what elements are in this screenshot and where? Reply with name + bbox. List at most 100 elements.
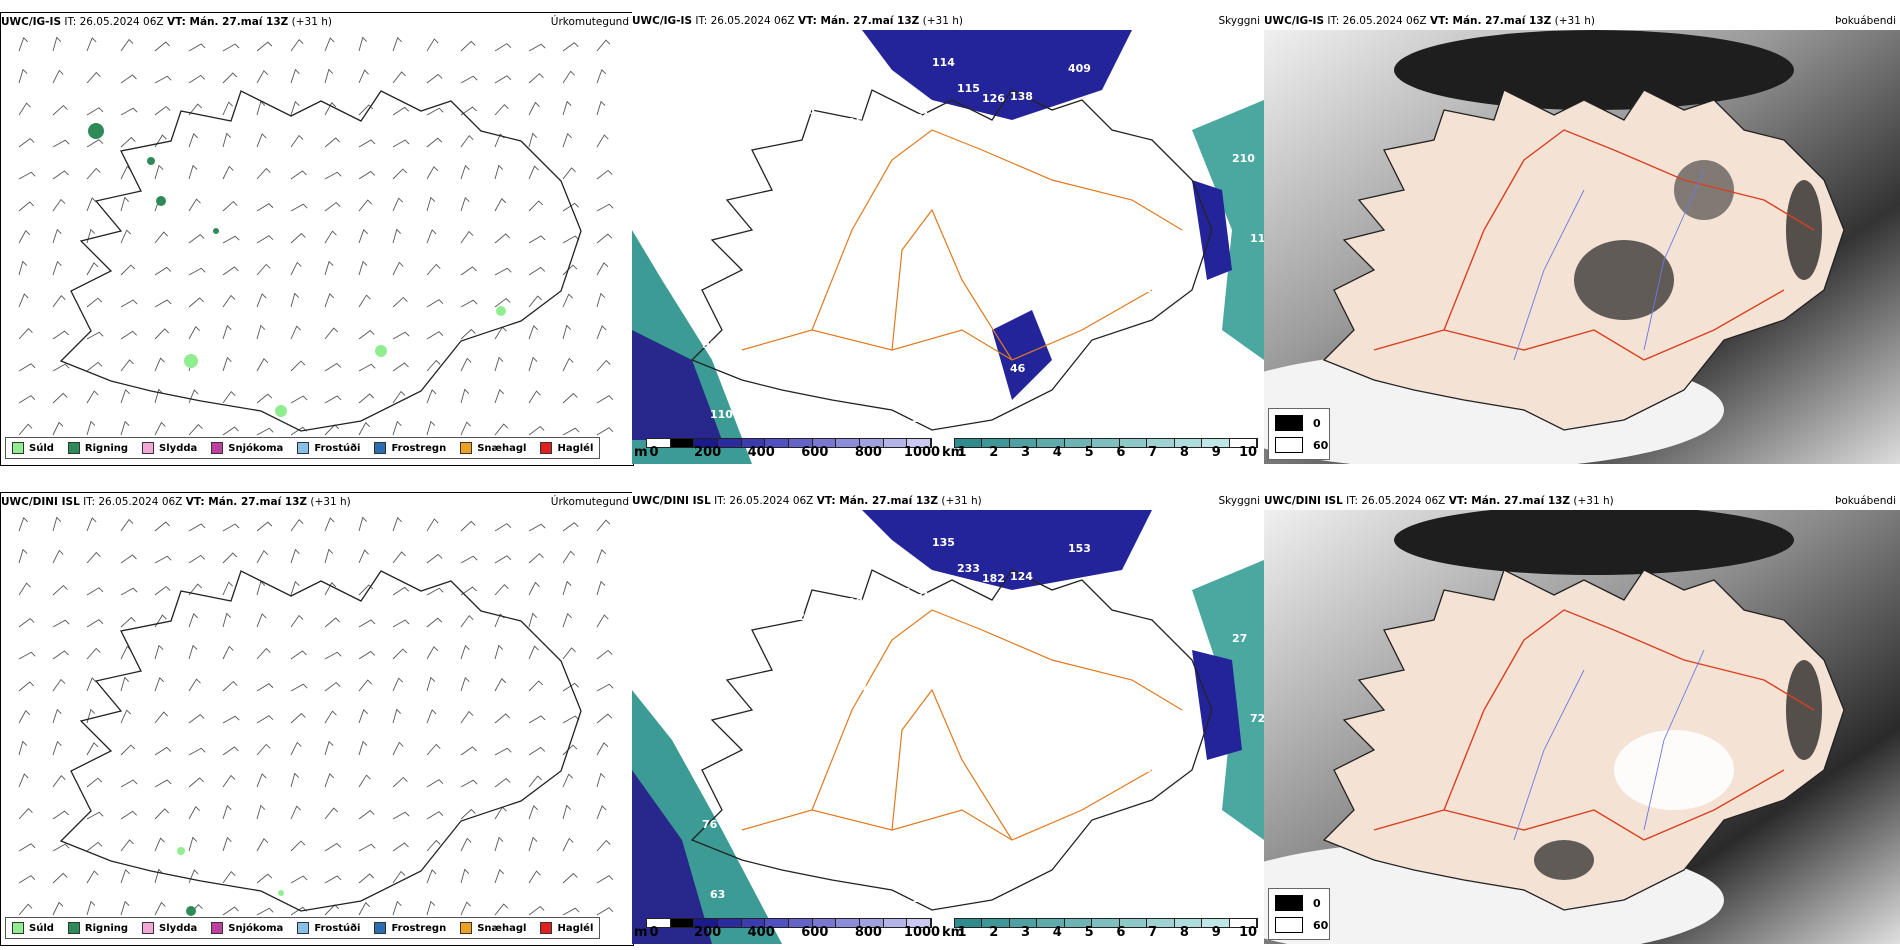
fog-index-map[interactable] bbox=[1264, 510, 1900, 944]
panel-type: Skyggni bbox=[1218, 15, 1261, 27]
wind-barb bbox=[562, 837, 574, 852]
wind-barb bbox=[188, 74, 206, 84]
height-label: 154 bbox=[888, 586, 911, 599]
height-label: 115 bbox=[957, 82, 980, 95]
height-label: 30 bbox=[912, 412, 928, 425]
iceland-coastline bbox=[59, 570, 582, 912]
wind-barb bbox=[18, 516, 29, 532]
height-label: 182 bbox=[982, 572, 1005, 585]
height-label: 61 bbox=[807, 370, 822, 383]
wind-barb bbox=[528, 645, 539, 660]
visibility-map[interactable]: 191 95 103 116 172 114 115 126 138 409 231 150 95 102… bbox=[632, 30, 1264, 464]
wind-barb bbox=[562, 580, 572, 596]
precip-map[interactable] bbox=[1, 31, 633, 465]
legend-swatch bbox=[460, 442, 473, 454]
precip-map[interactable] bbox=[1, 511, 633, 945]
wind-barb bbox=[290, 805, 302, 820]
wind-barb bbox=[154, 677, 165, 692]
height-label: 110 bbox=[710, 408, 733, 421]
height-label: 247 bbox=[822, 842, 845, 855]
wind-barb bbox=[426, 331, 444, 340]
height-label: 85 bbox=[792, 584, 807, 597]
wind-barb bbox=[222, 132, 232, 148]
wind-barb bbox=[494, 389, 505, 404]
wind-barb bbox=[86, 517, 97, 532]
wind-barb bbox=[324, 582, 337, 596]
wind-barb bbox=[52, 516, 62, 532]
height-label: 96 bbox=[702, 338, 718, 351]
wind-barb bbox=[290, 906, 308, 916]
wind-barb bbox=[562, 872, 578, 884]
height-label: 182 bbox=[724, 542, 747, 555]
legend-item: Slydda bbox=[142, 922, 197, 934]
wind-barb bbox=[392, 390, 406, 404]
wind-barb bbox=[256, 203, 274, 212]
wind-barb bbox=[52, 843, 70, 852]
wind-barb bbox=[120, 779, 138, 788]
wind-barb bbox=[324, 395, 342, 404]
height-label: 138 bbox=[1010, 90, 1033, 103]
wind-barb bbox=[528, 200, 544, 212]
wind-barb bbox=[188, 297, 205, 308]
wind-barb bbox=[18, 618, 35, 628]
panel-header: UWC/IG-IS IT: 26.05.2024 06Z VT: Mán. 27… bbox=[632, 12, 1264, 30]
visibility-map[interactable]: 182 139 167 85 264 135 233 182 124 153 168 195 154 94… bbox=[632, 510, 1264, 944]
wind-barb bbox=[120, 839, 134, 852]
wind-barb bbox=[596, 875, 614, 884]
wind-barb bbox=[86, 297, 103, 308]
wind-barb bbox=[528, 165, 539, 180]
legend-label: Frostregn bbox=[391, 442, 447, 454]
colorbar-tick: 7 bbox=[1148, 445, 1158, 460]
wind-barb bbox=[52, 650, 69, 660]
colorbar-tick: 0 bbox=[649, 445, 659, 460]
wind-barb bbox=[290, 232, 306, 244]
wind-barb bbox=[290, 38, 304, 52]
height-label: 124 bbox=[1010, 570, 1033, 583]
wind-barb bbox=[188, 325, 201, 340]
wind-barb bbox=[188, 523, 206, 532]
wind-barb bbox=[222, 43, 240, 52]
wind-barb bbox=[18, 843, 36, 852]
colorbar-tick: 2 bbox=[989, 445, 999, 460]
wind-barb bbox=[528, 101, 540, 116]
wind-barb bbox=[154, 868, 164, 884]
legend-swatch bbox=[67, 442, 80, 454]
wind-barb bbox=[290, 518, 304, 532]
wind-barb bbox=[256, 907, 274, 916]
wind-barb bbox=[86, 841, 103, 852]
colorbar-unit: km bbox=[942, 925, 965, 940]
wind-barb bbox=[18, 293, 29, 308]
wind-barb bbox=[392, 36, 402, 52]
wind-barb bbox=[256, 613, 267, 628]
height-label: 116 bbox=[792, 104, 815, 117]
legend-item: Frostregn bbox=[374, 442, 446, 454]
wind-barb bbox=[528, 73, 544, 84]
height-label: 53 bbox=[822, 362, 837, 375]
ceiling-colorbar: m 0 200 400 600 800 1000 bbox=[634, 918, 940, 940]
wind-barb bbox=[52, 69, 64, 84]
wind-barb bbox=[460, 421, 472, 436]
height-label: 168 bbox=[1140, 560, 1163, 573]
wind-barb bbox=[324, 102, 337, 116]
wind-barb bbox=[290, 580, 300, 596]
wind-barb bbox=[86, 167, 101, 180]
wind-barb bbox=[18, 903, 33, 916]
wind-barb bbox=[222, 426, 239, 436]
wind-barb bbox=[86, 331, 104, 340]
height-label: 87 bbox=[882, 620, 897, 633]
height-label: 129 bbox=[912, 892, 935, 905]
wind-barb bbox=[222, 72, 238, 84]
wind-barb bbox=[120, 518, 134, 532]
rain-patches bbox=[88, 123, 219, 234]
panel-type: Úrkomutegund bbox=[550, 496, 629, 508]
fog-legend-swatch bbox=[1275, 437, 1303, 453]
wind-barb bbox=[596, 262, 609, 276]
wind-barb bbox=[324, 230, 337, 244]
wind-barb bbox=[358, 516, 368, 532]
colorbar-tick: 8 bbox=[1179, 925, 1189, 940]
wind-barb bbox=[358, 843, 376, 852]
wind-barb bbox=[528, 266, 546, 276]
fog-index-map[interactable] bbox=[1264, 30, 1900, 464]
colorbar-strip bbox=[954, 438, 1258, 448]
wind-barb bbox=[290, 712, 306, 724]
